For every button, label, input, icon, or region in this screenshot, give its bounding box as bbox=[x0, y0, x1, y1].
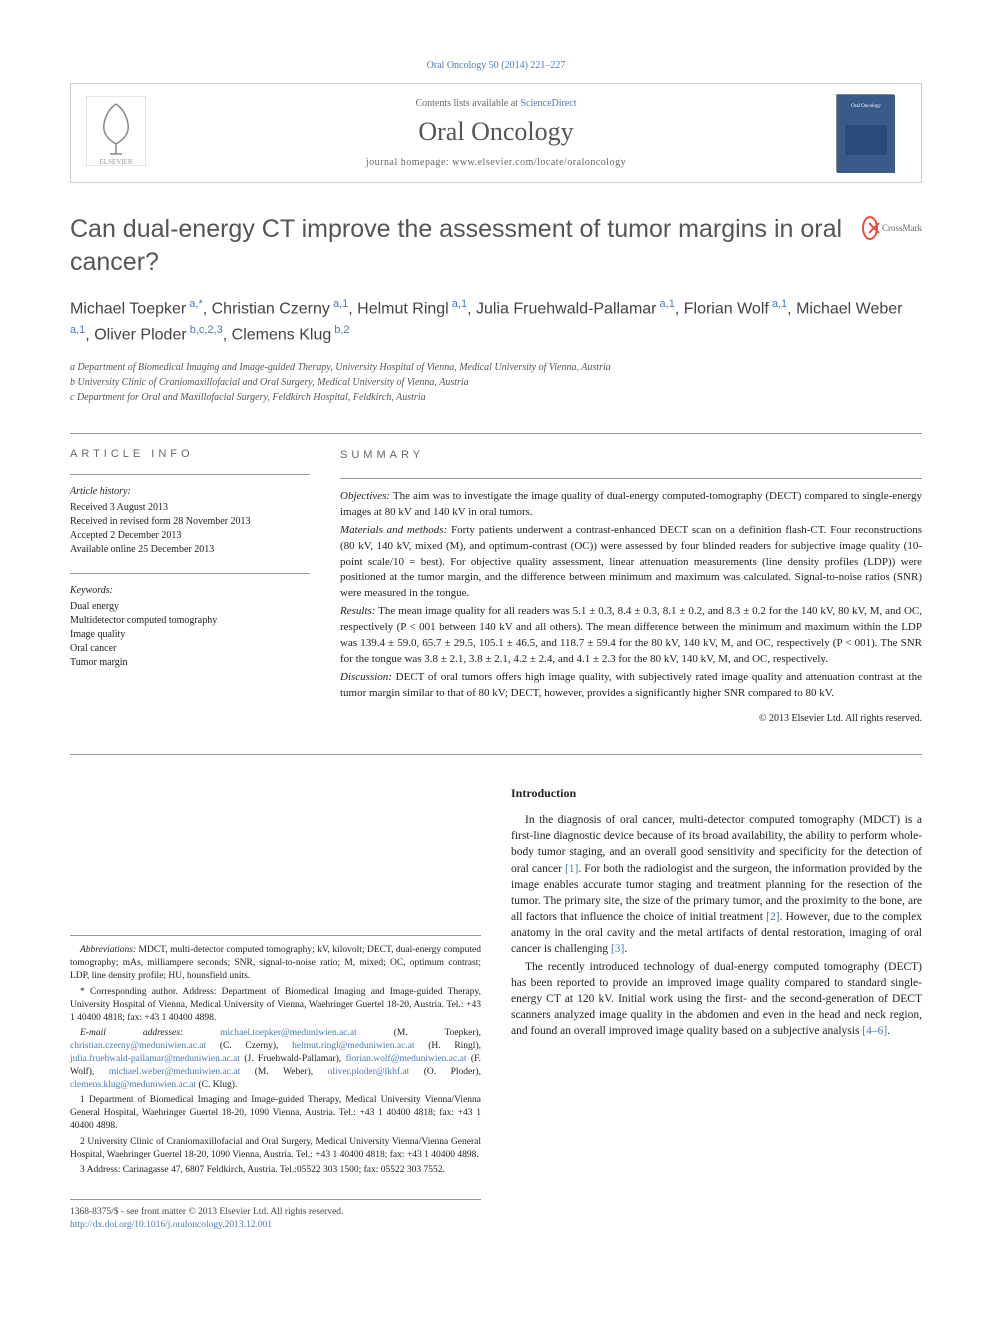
affiliation-b: b University Clinic of Craniomaxillofaci… bbox=[70, 375, 922, 390]
email-footnote: E-mail addresses: michael.toepker@meduni… bbox=[70, 1027, 481, 1091]
article-info-column: ARTICLE INFO Article history: Received 3… bbox=[70, 448, 310, 727]
journal-cover-thumbnail: Oral Oncology bbox=[836, 94, 894, 172]
intro-paragraph-1: In the diagnosis of oral cancer, multi-d… bbox=[511, 812, 922, 957]
email-label: E-mail addresses: bbox=[80, 1028, 183, 1038]
body-two-column: Abbreviations: MDCT, multi-detector comp… bbox=[70, 785, 922, 1231]
discussion-text: DECT of oral tumors offers high image qu… bbox=[340, 671, 922, 699]
footnote-2: 2 University Clinic of Craniomaxillofaci… bbox=[70, 1136, 481, 1162]
methods-label: Materials and methods: bbox=[340, 524, 447, 536]
left-column: Abbreviations: MDCT, multi-detector comp… bbox=[70, 785, 481, 1231]
divider bbox=[70, 754, 922, 755]
results-label: Results: bbox=[340, 605, 375, 617]
divider bbox=[340, 478, 922, 479]
summary-objectives: Objectives: The aim was to investigate t… bbox=[340, 489, 922, 521]
crossmark-label: CrossMark bbox=[882, 223, 922, 233]
journal-header: ELSEVIER Contents lists available at Sci… bbox=[70, 83, 922, 183]
svg-text:ELSEVIER: ELSEVIER bbox=[99, 158, 132, 166]
footnotes-block: Abbreviations: MDCT, multi-detector comp… bbox=[70, 935, 481, 1177]
divider bbox=[70, 573, 310, 574]
journal-header-center: Contents lists available at ScienceDirec… bbox=[156, 98, 836, 168]
crossmark-badge[interactable]: CrossMark bbox=[862, 213, 922, 243]
journal-name: Oral Oncology bbox=[156, 117, 836, 147]
summary-heading: SUMMARY bbox=[340, 448, 922, 464]
footnote-1: 1 Department of Biomedical Imaging and I… bbox=[70, 1094, 481, 1132]
publisher-logo-slot: ELSEVIER bbox=[86, 96, 156, 171]
summary-discussion: Discussion: DECT of oral tumors offers h… bbox=[340, 670, 922, 702]
introduction-heading: Introduction bbox=[511, 785, 922, 802]
sciencedirect-link[interactable]: ScienceDirect bbox=[520, 98, 576, 109]
keyword-item: Image quality bbox=[70, 628, 310, 642]
summary-column: SUMMARY Objectives: The aim was to inves… bbox=[340, 448, 922, 727]
citation-line: Oral Oncology 50 (2014) 221–227 bbox=[70, 60, 922, 71]
history-item: Received in revised form 28 November 201… bbox=[70, 515, 310, 529]
affiliation-a: a Department of Biomedical Imaging and I… bbox=[70, 360, 922, 375]
keyword-item: Multidetector computed tomography bbox=[70, 614, 310, 628]
keywords-label: Keywords: bbox=[70, 584, 310, 598]
footnote-3: 3 Address: Carinagasse 47, 6807 Feldkirc… bbox=[70, 1164, 481, 1177]
affiliation-c: c Department for Oral and Maxillofacial … bbox=[70, 390, 922, 405]
affiliations: a Department of Biomedical Imaging and I… bbox=[70, 360, 922, 405]
article-info-heading: ARTICLE INFO bbox=[70, 448, 310, 460]
keyword-item: Oral cancer bbox=[70, 642, 310, 656]
divider bbox=[70, 433, 922, 434]
contents-prefix: Contents lists available at bbox=[415, 98, 520, 109]
elsevier-tree-logo: ELSEVIER bbox=[86, 96, 146, 166]
history-item: Accepted 2 December 2013 bbox=[70, 529, 310, 543]
history-label: Article history: bbox=[70, 485, 310, 499]
article-page: Oral Oncology 50 (2014) 221–227 ELSEVIER… bbox=[0, 0, 992, 1271]
keyword-item: Dual energy bbox=[70, 600, 310, 614]
crossmark-icon bbox=[862, 216, 878, 240]
abbreviations-footnote: Abbreviations: MDCT, multi-detector comp… bbox=[70, 944, 481, 982]
objectives-label: Objectives: bbox=[340, 490, 390, 502]
front-matter-line: 1368-8375/$ - see front matter © 2013 El… bbox=[70, 1206, 481, 1218]
title-row: Can dual-energy CT improve the assessmen… bbox=[70, 213, 922, 278]
article-title: Can dual-energy CT improve the assessmen… bbox=[70, 213, 862, 278]
info-summary-row: ARTICLE INFO Article history: Received 3… bbox=[70, 448, 922, 741]
divider bbox=[70, 474, 310, 475]
history-item: Received 3 August 2013 bbox=[70, 501, 310, 515]
abbrev-label: Abbreviations: bbox=[80, 945, 136, 955]
author-list: Michael Toepker a,*, Christian Czerny a,… bbox=[70, 296, 922, 348]
intro-paragraph-2: The recently introduced technology of du… bbox=[511, 959, 922, 1039]
objectives-text: The aim was to investigate the image qua… bbox=[340, 490, 922, 518]
keyword-item: Tumor margin bbox=[70, 656, 310, 670]
doi-link[interactable]: http://dx.doi.org/10.1016/j.oraloncology… bbox=[70, 1220, 272, 1230]
keywords-block: Keywords: Dual energy Multidetector comp… bbox=[70, 584, 310, 670]
bottom-copyright-bar: 1368-8375/$ - see front matter © 2013 El… bbox=[70, 1199, 481, 1231]
results-text: The mean image quality for all readers w… bbox=[340, 605, 922, 665]
history-item: Available online 25 December 2013 bbox=[70, 543, 310, 557]
contents-lists-line: Contents lists available at ScienceDirec… bbox=[156, 98, 836, 109]
corresponding-author-footnote: * Corresponding author. Address: Departm… bbox=[70, 986, 481, 1024]
journal-cover-slot: Oral Oncology bbox=[836, 94, 906, 172]
summary-results: Results: The mean image quality for all … bbox=[340, 604, 922, 668]
discussion-label: Discussion: bbox=[340, 671, 392, 683]
summary-copyright: © 2013 Elsevier Ltd. All rights reserved… bbox=[340, 712, 922, 727]
right-column: Introduction In the diagnosis of oral ca… bbox=[511, 785, 922, 1231]
summary-methods: Materials and methods: Forty patients un… bbox=[340, 523, 922, 603]
journal-homepage-line: journal homepage: www.elsevier.com/locat… bbox=[156, 157, 836, 168]
article-history-block: Article history: Received 3 August 2013 … bbox=[70, 485, 310, 557]
svg-text:Oral Oncology: Oral Oncology bbox=[851, 104, 881, 109]
